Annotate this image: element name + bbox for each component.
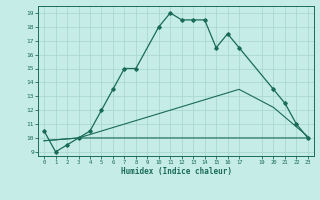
X-axis label: Humidex (Indice chaleur): Humidex (Indice chaleur) [121,167,231,176]
